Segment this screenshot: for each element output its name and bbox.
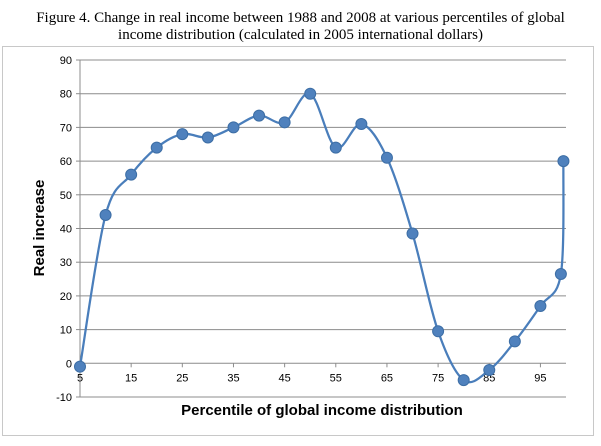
data-point [432,325,445,338]
x-tick-label: 95 [534,372,546,384]
y-tick-label: 60 [60,156,72,168]
data-point [99,209,112,222]
y-tick-label: 80 [60,89,72,101]
y-axis-ticks: -10 0 10 20 30 40 50 60 70 80 90 [56,55,80,404]
data-point [74,360,86,373]
y-tick-label: 90 [60,55,72,67]
series-layer [74,87,570,387]
x-tick-label: 25 [176,372,188,384]
x-tick-label: 55 [330,372,342,384]
data-point [253,109,266,122]
gridlines [80,59,566,398]
data-point [406,227,419,240]
data-point [554,267,567,280]
x-tick-label: 15 [125,372,137,384]
y-tick-label: 30 [60,257,72,269]
data-point [304,87,317,100]
data-point [508,335,521,348]
y-tick-label: -10 [56,392,72,404]
data-point [278,116,291,129]
data-point [457,374,470,387]
chart-title: Figure 4. Change in real income between … [0,10,601,44]
data-point [557,155,570,168]
x-tick-label: 85 [483,372,495,384]
data-point [125,168,138,181]
y-tick-label: 70 [60,122,72,134]
x-tick-label: 75 [432,372,444,384]
x-tick-label: 35 [227,372,239,384]
y-tick-label: 10 [60,325,72,337]
series-line [78,92,565,384]
data-point [483,364,496,377]
data-point [227,121,240,134]
x-axis-title: Percentile of global income distribution [181,402,463,419]
data-point [150,141,163,154]
x-axis-ticks: 5 15 25 35 45 55 65 75 85 95 [77,363,547,384]
x-tick-label: 5 [77,372,83,384]
data-point [355,118,368,131]
data-point [534,300,547,313]
x-tick-label: 65 [381,372,393,384]
y-tick-label: 50 [60,190,72,202]
chart-title-line-1: Figure 4. Change in real income between … [36,10,565,26]
y-tick-label: 20 [60,291,72,303]
chart-area-frame [2,46,594,436]
y-axis-title: Real increase [31,180,48,277]
data-point [380,151,393,164]
data-point [176,128,189,141]
chart-title-line-2: income distribution (calculated in 2005 … [118,27,483,43]
data-point [201,131,214,144]
data-point [329,141,342,154]
y-tick-label: 40 [60,224,72,236]
y-tick-label: 0 [66,358,72,370]
x-tick-label: 45 [279,372,291,384]
